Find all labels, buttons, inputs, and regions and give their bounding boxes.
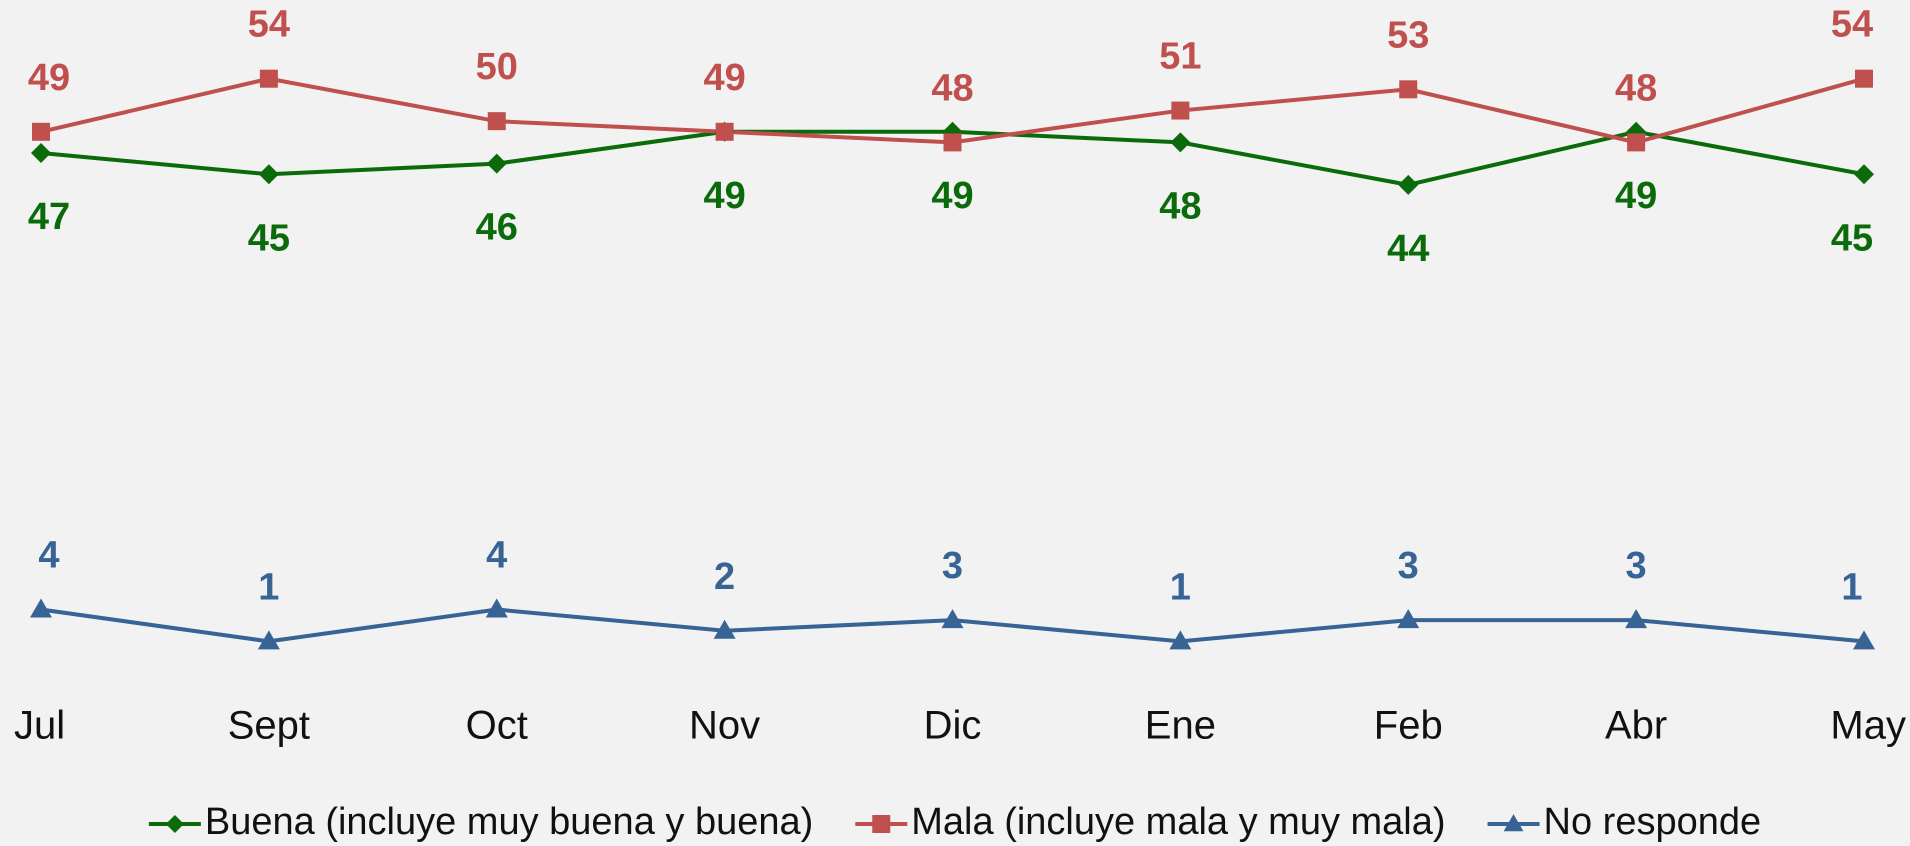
legend-item: No responde: [1487, 801, 1762, 843]
marker: [1399, 80, 1418, 99]
marker: [715, 122, 734, 141]
marker: [1854, 164, 1874, 185]
marker: [32, 122, 50, 141]
marker: [1855, 69, 1873, 88]
data-label: 54: [1831, 4, 1873, 46]
data-label: 50: [476, 46, 518, 88]
data-label: 3: [942, 545, 963, 587]
marker: [1625, 609, 1648, 629]
x-tick-label: May: [1830, 704, 1906, 748]
marker: [1170, 132, 1191, 153]
marker: [487, 112, 506, 131]
legend-item: Buena (incluye muy buena y buena): [148, 801, 813, 843]
data-label: 3: [1398, 545, 1419, 587]
marker: [486, 153, 507, 174]
data-label: 2: [714, 556, 735, 598]
legend-label: Buena (incluye muy buena y buena): [205, 801, 813, 843]
marker: [257, 630, 280, 650]
marker: [31, 143, 51, 164]
data-label: 1: [1841, 566, 1862, 608]
data-label: 1: [1170, 566, 1191, 608]
marker: [941, 609, 964, 629]
legend-label: Mala (incluye mala y muy mala): [911, 801, 1445, 843]
data-label: 45: [1831, 217, 1873, 259]
marker: [943, 133, 962, 152]
data-label: 49: [1615, 175, 1657, 217]
data-label: 4: [486, 535, 507, 577]
x-tick-label: Nov: [689, 704, 760, 748]
x-tick-label: Feb: [1374, 704, 1443, 748]
legend: Buena (incluye muy buena y buena) Mala (i…: [148, 801, 1762, 843]
data-label: 51: [1159, 36, 1201, 78]
marker: [713, 619, 736, 639]
data-label: 47: [28, 196, 70, 238]
data-label: 3: [1626, 545, 1647, 587]
data-label: 49: [28, 57, 70, 99]
data-label: 45: [248, 217, 290, 259]
data-label: 48: [931, 67, 973, 109]
data-label: 54: [248, 4, 290, 46]
data-label: 44: [1387, 228, 1429, 270]
marker: [872, 815, 891, 833]
marker: [1171, 101, 1190, 120]
marker: [485, 598, 508, 618]
data-label: 53: [1387, 14, 1429, 56]
marker: [1503, 814, 1524, 832]
data-label: 1: [258, 566, 279, 608]
legend-item: Mala (incluye mala y muy mala): [855, 801, 1446, 843]
marker: [1398, 174, 1419, 195]
x-tick-label: Ene: [1145, 704, 1216, 748]
x-tick-label: Sept: [228, 704, 310, 748]
marker: [259, 69, 278, 88]
data-label: 46: [476, 207, 518, 249]
data-label: 49: [931, 175, 973, 217]
marker: [165, 815, 184, 833]
legend-label: No responde: [1544, 801, 1762, 843]
data-label: 49: [703, 175, 745, 217]
x-tick-label: Dic: [924, 704, 982, 748]
marker: [1627, 133, 1646, 152]
data-label: 4: [38, 535, 59, 577]
data-label: 48: [1159, 185, 1201, 227]
x-tick-label: Oct: [466, 704, 528, 748]
x-tick-label: Jul: [14, 704, 65, 748]
marker: [1169, 630, 1192, 650]
data-label: 49: [703, 57, 745, 99]
marker: [30, 598, 52, 618]
marker: [1853, 630, 1875, 650]
x-tick-label: Abr: [1605, 704, 1667, 748]
marker: [258, 164, 279, 185]
data-label: 48: [1615, 67, 1657, 109]
marker: [1397, 609, 1420, 629]
